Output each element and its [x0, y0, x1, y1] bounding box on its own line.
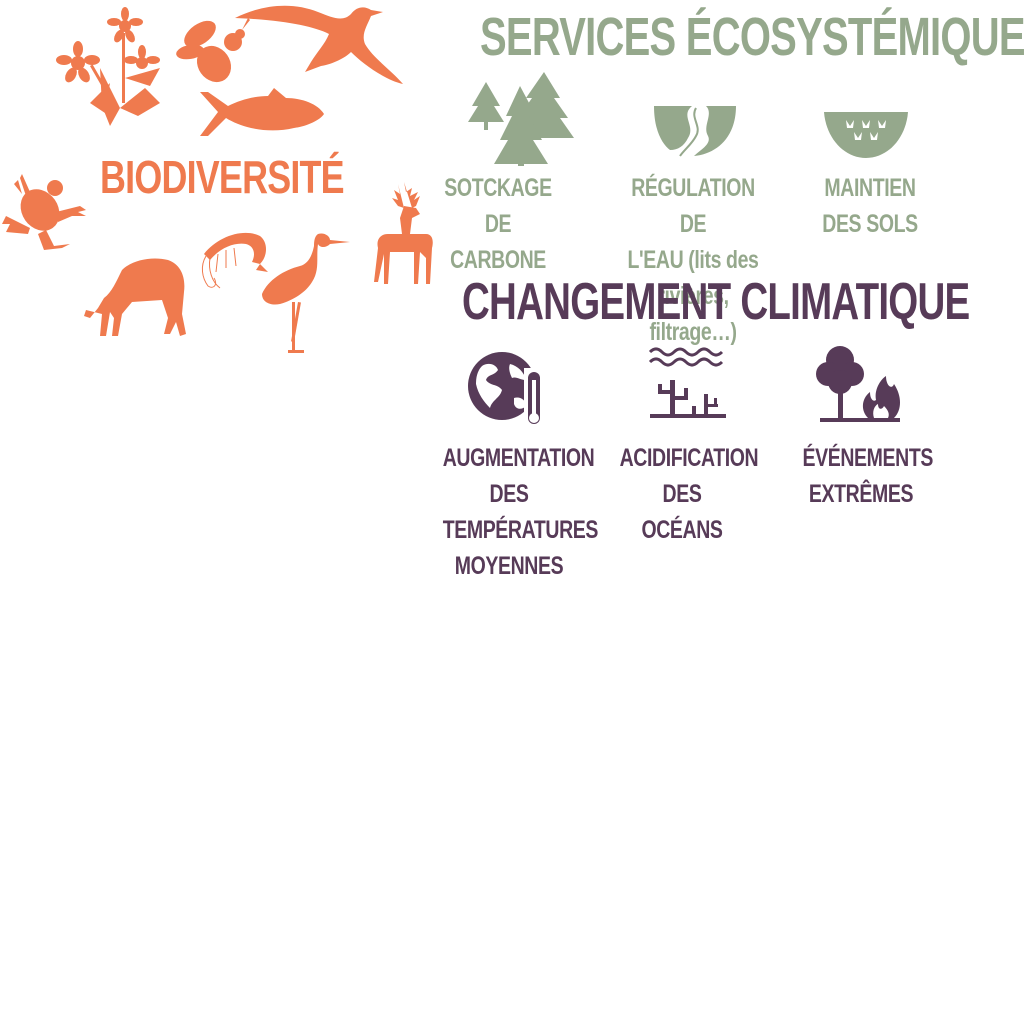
- bee-icon: [176, 18, 250, 83]
- services-title: SERVICES ÉCOSYSTÉMIQUES: [480, 7, 1024, 67]
- coral-waves-icon: [648, 347, 726, 418]
- shrimp-icon: [201, 232, 268, 289]
- biodiversity-title: BIODIVERSITÉ: [100, 151, 345, 203]
- soil-icon: [824, 112, 908, 158]
- flower-icon: [56, 7, 160, 126]
- service-label-water-regulation: RÉGULATION DE L'EAU (lits des rivières, …: [627, 174, 759, 346]
- frog-icon: [2, 174, 86, 250]
- river-icon: [654, 106, 736, 157]
- climate-label-extreme-events: ÉVÉNEMENTS EXTRÊMES: [802, 444, 934, 508]
- climate-title: CHANGEMENT CLIMATIQUE: [462, 273, 970, 331]
- climate-label-temperature-rise: AUGMENTATION DES TEMPÉRATURES MOYENNES: [442, 444, 599, 580]
- forest-fire-icon: [816, 346, 900, 422]
- deer-icon: [374, 182, 433, 284]
- wolf-icon: [84, 258, 186, 336]
- forest-icon: [468, 72, 574, 166]
- globe-thermometer-icon: [468, 352, 544, 430]
- bird-icon: [235, 5, 403, 84]
- service-label-carbon-storage: SOTCKAGE DE CARBONE: [444, 174, 552, 274]
- crane-icon: [262, 233, 350, 353]
- tuna-icon: [200, 88, 324, 136]
- service-label-soil-maintenance: MAINTIEN DES SOLS: [822, 174, 918, 238]
- climate-label-ocean-acidification: ACIDIFICATION DES OCÉANS: [619, 444, 759, 544]
